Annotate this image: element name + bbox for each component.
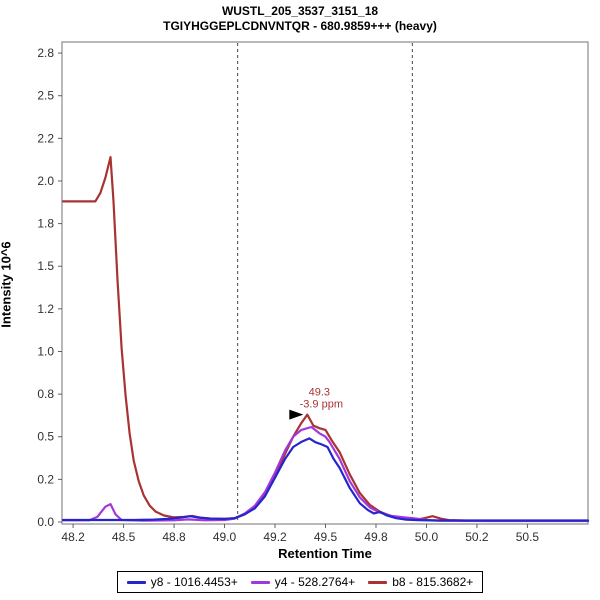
chart-subtitle: TGIYHGGEPLCDNVNTQR - 680.9859+++ (heavy) — [163, 19, 437, 33]
legend-item-b8: b8 - 815.3682+ — [368, 575, 473, 589]
plot-border — [61, 41, 589, 525]
y-tick-label: 2.8 — [37, 46, 54, 60]
x-tick-label: 49.2 — [263, 530, 287, 544]
y-tick-label: 2.0 — [37, 174, 54, 188]
chart-header: WUSTL_205_3537_3151_18 TGIYHGGEPLCDNVNTQ… — [0, 4, 600, 34]
x-tick-label: 50.5 — [516, 530, 540, 544]
y-tick-label: 0.8 — [37, 387, 54, 401]
y-tick-label: 2.5 — [37, 89, 54, 103]
y-tick-label: 1.0 — [37, 344, 54, 358]
x-tick-label: 50.0 — [415, 530, 439, 544]
chart-title: WUSTL_205_3537_3151_18 — [221, 4, 379, 18]
x-tick-label: 49.0 — [213, 530, 237, 544]
legend: y8 - 1016.4453+ y4 - 528.2764+ b8 - 815.… — [0, 571, 600, 593]
x-tick-label: 49.8 — [364, 530, 388, 544]
y-tick-label: 0.0 — [37, 515, 54, 529]
y-axis-title: Intensity 10^6 — [0, 241, 14, 328]
legend-label-b8: b8 - 815.3682+ — [392, 575, 474, 589]
x-tick-label: 48.2 — [61, 530, 85, 544]
legend-line-swatch-b8 — [368, 580, 388, 584]
y-tick-label: 1.8 — [37, 217, 54, 231]
x-tick-label: 49.5 — [314, 530, 338, 544]
legend-item-y8: y8 - 1016.4453+ — [126, 575, 238, 589]
legend-line-swatch-y4 — [250, 580, 270, 584]
legend-label-y8: y8 - 1016.4453+ — [150, 575, 238, 589]
y-tick-label: 1.2 — [37, 302, 54, 316]
peak-rt-label: 49.3 — [309, 387, 330, 399]
x-tick-label: 48.5 — [112, 530, 136, 544]
x-axis-title: Retention Time — [278, 546, 372, 561]
chromatogram-traces — [61, 156, 590, 523]
y-tick-label: 2.2 — [37, 131, 54, 145]
y-tick-label: 1.5 — [37, 259, 54, 273]
x-axis-ticks: 48.2 48.5 48.8 49.0 49.2 49.5 49.8 50.0 50.2 50.5 — [61, 524, 539, 544]
peak-apex-marker-icon — [289, 409, 304, 420]
peak-ppm-label: -3.9 ppm — [300, 399, 343, 411]
trace-y4 — [61, 425, 590, 523]
x-tick-label: 50.2 — [465, 530, 489, 544]
trace-y8 — [61, 437, 590, 522]
legend-box: y8 - 1016.4453+ y4 - 528.2764+ b8 - 815.… — [116, 571, 484, 593]
trace-b8 — [61, 156, 590, 522]
x-tick-label: 48.8 — [162, 530, 186, 544]
peak-boundary-lines[interactable] — [237, 43, 413, 523]
y-axis-ticks: 0.0 0.2 0.5 0.8 1.0 1.2 1.5 1.8 2.0 2.2 2.5 2.8 — [37, 46, 62, 529]
y-tick-label: 0.2 — [37, 472, 54, 486]
legend-label-y4: y4 - 528.2764+ — [274, 575, 356, 589]
legend-item-y4: y4 - 528.2764+ — [250, 575, 356, 589]
peak-annotation: 49.3 -3.9 ppm — [289, 387, 343, 420]
y-tick-label: 0.5 — [37, 430, 54, 444]
legend-line-swatch-y8 — [126, 580, 146, 584]
